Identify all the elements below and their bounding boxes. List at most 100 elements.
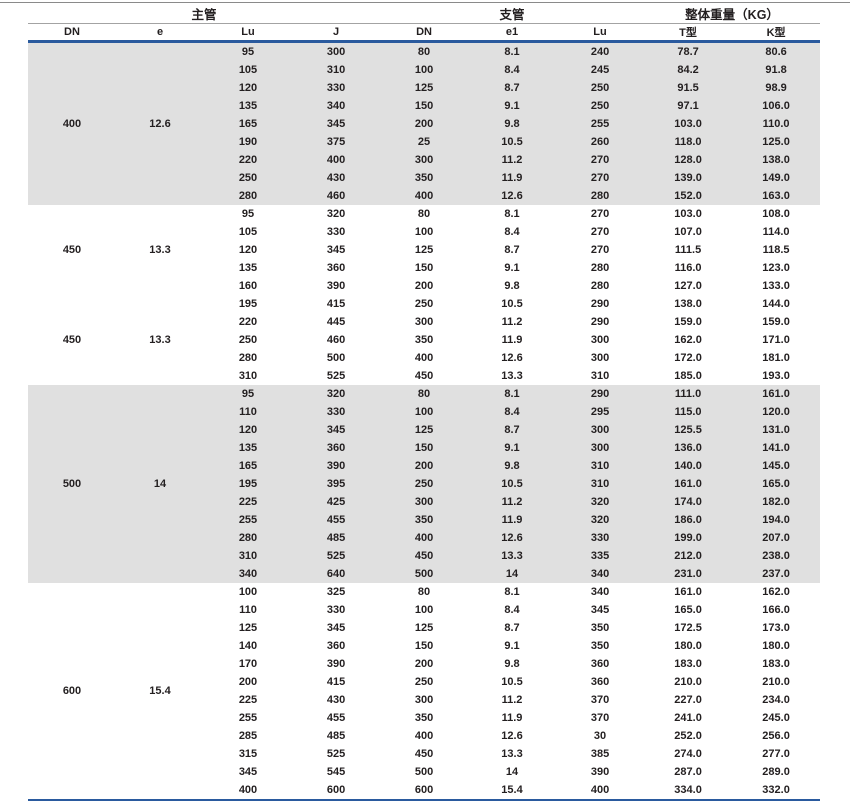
data-cell: 133.0 — [762, 280, 790, 292]
table-row: 315 525 450 13.3 385 274.0 277.0 — [28, 745, 821, 763]
table-row: 200 415 250 10.5 360 210.0 210.0 — [28, 673, 821, 691]
data-cell: 350 — [414, 514, 434, 526]
data-cell: 250 — [590, 100, 610, 112]
data-cell: 375 — [326, 136, 346, 148]
data-cell: 98.9 — [765, 82, 787, 94]
data-cell: 390 — [326, 460, 346, 472]
data-cell: 350 — [590, 622, 610, 634]
data-cell: 345 — [590, 604, 610, 616]
main-dn-cell: 400 — [62, 118, 82, 130]
data-cell: 252.0 — [674, 730, 702, 742]
data-cell: 460 — [326, 334, 346, 346]
data-cell: 300 — [414, 154, 434, 166]
table-body: 400 12.6 95 300 80 8.1 240 78.7 80.6 105 310 100 8.4… — [28, 41, 821, 800]
data-cell: 525 — [326, 370, 346, 382]
data-cell: 159.0 — [762, 316, 790, 328]
data-cell: 8.1 — [504, 208, 520, 220]
data-cell: 395 — [326, 478, 346, 490]
data-cell: 115.0 — [674, 406, 702, 418]
table-row: 120 345 125 8.7 270 111.5 118.5 — [28, 241, 821, 259]
table-row: 105 310 100 8.4 245 84.2 91.8 — [28, 61, 821, 79]
data-cell: 455 — [326, 514, 346, 526]
table-row: 120 330 125 8.7 250 91.5 98.9 — [28, 79, 821, 97]
data-cell: 200 — [414, 118, 434, 130]
data-cell: 390 — [326, 658, 346, 670]
table-row: 225 430 300 11.2 370 227.0 234.0 — [28, 691, 821, 709]
data-cell: 8.7 — [504, 424, 520, 436]
table-row: 220 400 300 11.2 270 128.0 138.0 — [28, 151, 821, 169]
data-cell: 330 — [326, 226, 346, 238]
data-cell: 95 — [241, 46, 255, 58]
table-row: 125 345 125 8.7 350 172.5 173.0 — [28, 619, 821, 637]
data-cell: 260 — [590, 136, 610, 148]
table-row: 170 390 200 9.8 360 183.0 183.0 — [28, 655, 821, 673]
table-row: 165 390 200 9.8 310 140.0 145.0 — [28, 457, 821, 475]
data-cell: 180.0 — [762, 640, 790, 652]
data-cell: 360 — [326, 640, 346, 652]
col-header-2: Lu — [204, 23, 292, 43]
data-cell: 195 — [238, 298, 258, 310]
data-cell: 231.0 — [674, 568, 702, 580]
table-row: 280 460 400 12.6 280 152.0 163.0 — [28, 187, 821, 205]
table-row: 195 395 250 10.5 310 161.0 165.0 — [28, 475, 821, 493]
data-cell: 84.2 — [677, 64, 699, 76]
table-row: 450 13.3 195 415 250 10.5 290 138.0 144.0 — [28, 295, 821, 346]
data-cell: 400 — [590, 784, 610, 796]
data-cell: 15.4 — [501, 784, 523, 796]
data-cell: 125.5 — [674, 424, 702, 436]
data-cell: 220 — [238, 154, 258, 166]
group-header-main-pipe: 主管 — [28, 3, 381, 24]
data-cell: 120 — [238, 244, 258, 256]
data-cell: 139.0 — [674, 172, 702, 184]
data-cell: 118.0 — [674, 136, 702, 148]
data-cell: 310 — [590, 460, 610, 472]
data-cell: 10.5 — [501, 298, 523, 310]
group-header-total-weight: 整体重量（KG） — [644, 3, 821, 24]
data-cell: 120 — [238, 424, 258, 436]
data-cell: 10.5 — [501, 676, 523, 688]
data-cell: 210.0 — [762, 676, 790, 688]
data-cell: 13.3 — [501, 550, 523, 562]
data-cell: 200 — [414, 280, 434, 292]
data-cell: 9.8 — [504, 118, 520, 130]
data-cell: 150 — [414, 442, 434, 454]
data-cell: 125 — [414, 424, 434, 436]
data-cell: 8.1 — [504, 586, 520, 598]
data-cell: 182.0 — [762, 496, 790, 508]
data-cell: 12.6 — [501, 352, 523, 364]
data-cell: 199.0 — [674, 532, 702, 544]
data-cell: 136.0 — [674, 442, 702, 454]
data-cell: 360 — [326, 442, 346, 454]
data-cell: 9.8 — [504, 658, 520, 670]
data-cell: 11.2 — [501, 316, 523, 328]
data-cell: 165 — [238, 118, 258, 130]
table-row: 135 360 150 9.1 280 116.0 123.0 — [28, 259, 821, 277]
data-cell: 11.2 — [501, 694, 523, 706]
data-cell: 340 — [238, 568, 258, 580]
data-cell: 194.0 — [762, 514, 790, 526]
data-cell: 310 — [590, 370, 610, 382]
data-cell: 640 — [326, 568, 346, 580]
data-cell: 10.5 — [501, 136, 523, 148]
data-cell: 450 — [414, 370, 434, 382]
main-dn-cell: 500 — [62, 478, 82, 490]
data-cell: 100 — [414, 226, 434, 238]
data-cell: 270 — [590, 244, 610, 256]
data-cell: 8.7 — [504, 244, 520, 256]
data-cell: 310 — [326, 64, 346, 76]
data-cell: 170 — [238, 658, 258, 670]
data-cell: 234.0 — [762, 694, 790, 706]
data-cell: 320 — [590, 496, 610, 508]
data-cell: 150 — [414, 100, 434, 112]
data-cell: 430 — [326, 694, 346, 706]
data-cell: 8.1 — [504, 46, 520, 58]
data-cell: 330 — [326, 406, 346, 418]
data-cell: 200 — [414, 658, 434, 670]
data-cell: 8.7 — [504, 82, 520, 94]
table-row: 280 500 400 12.6 300 172.0 181.0 — [28, 349, 821, 367]
table-row: 120 345 125 8.7 300 125.5 131.0 — [28, 421, 821, 439]
data-cell: 8.1 — [504, 388, 520, 400]
main-e-cell: 13.3 — [149, 244, 171, 256]
data-cell: 250 — [414, 478, 434, 490]
data-cell: 287.0 — [674, 766, 702, 778]
